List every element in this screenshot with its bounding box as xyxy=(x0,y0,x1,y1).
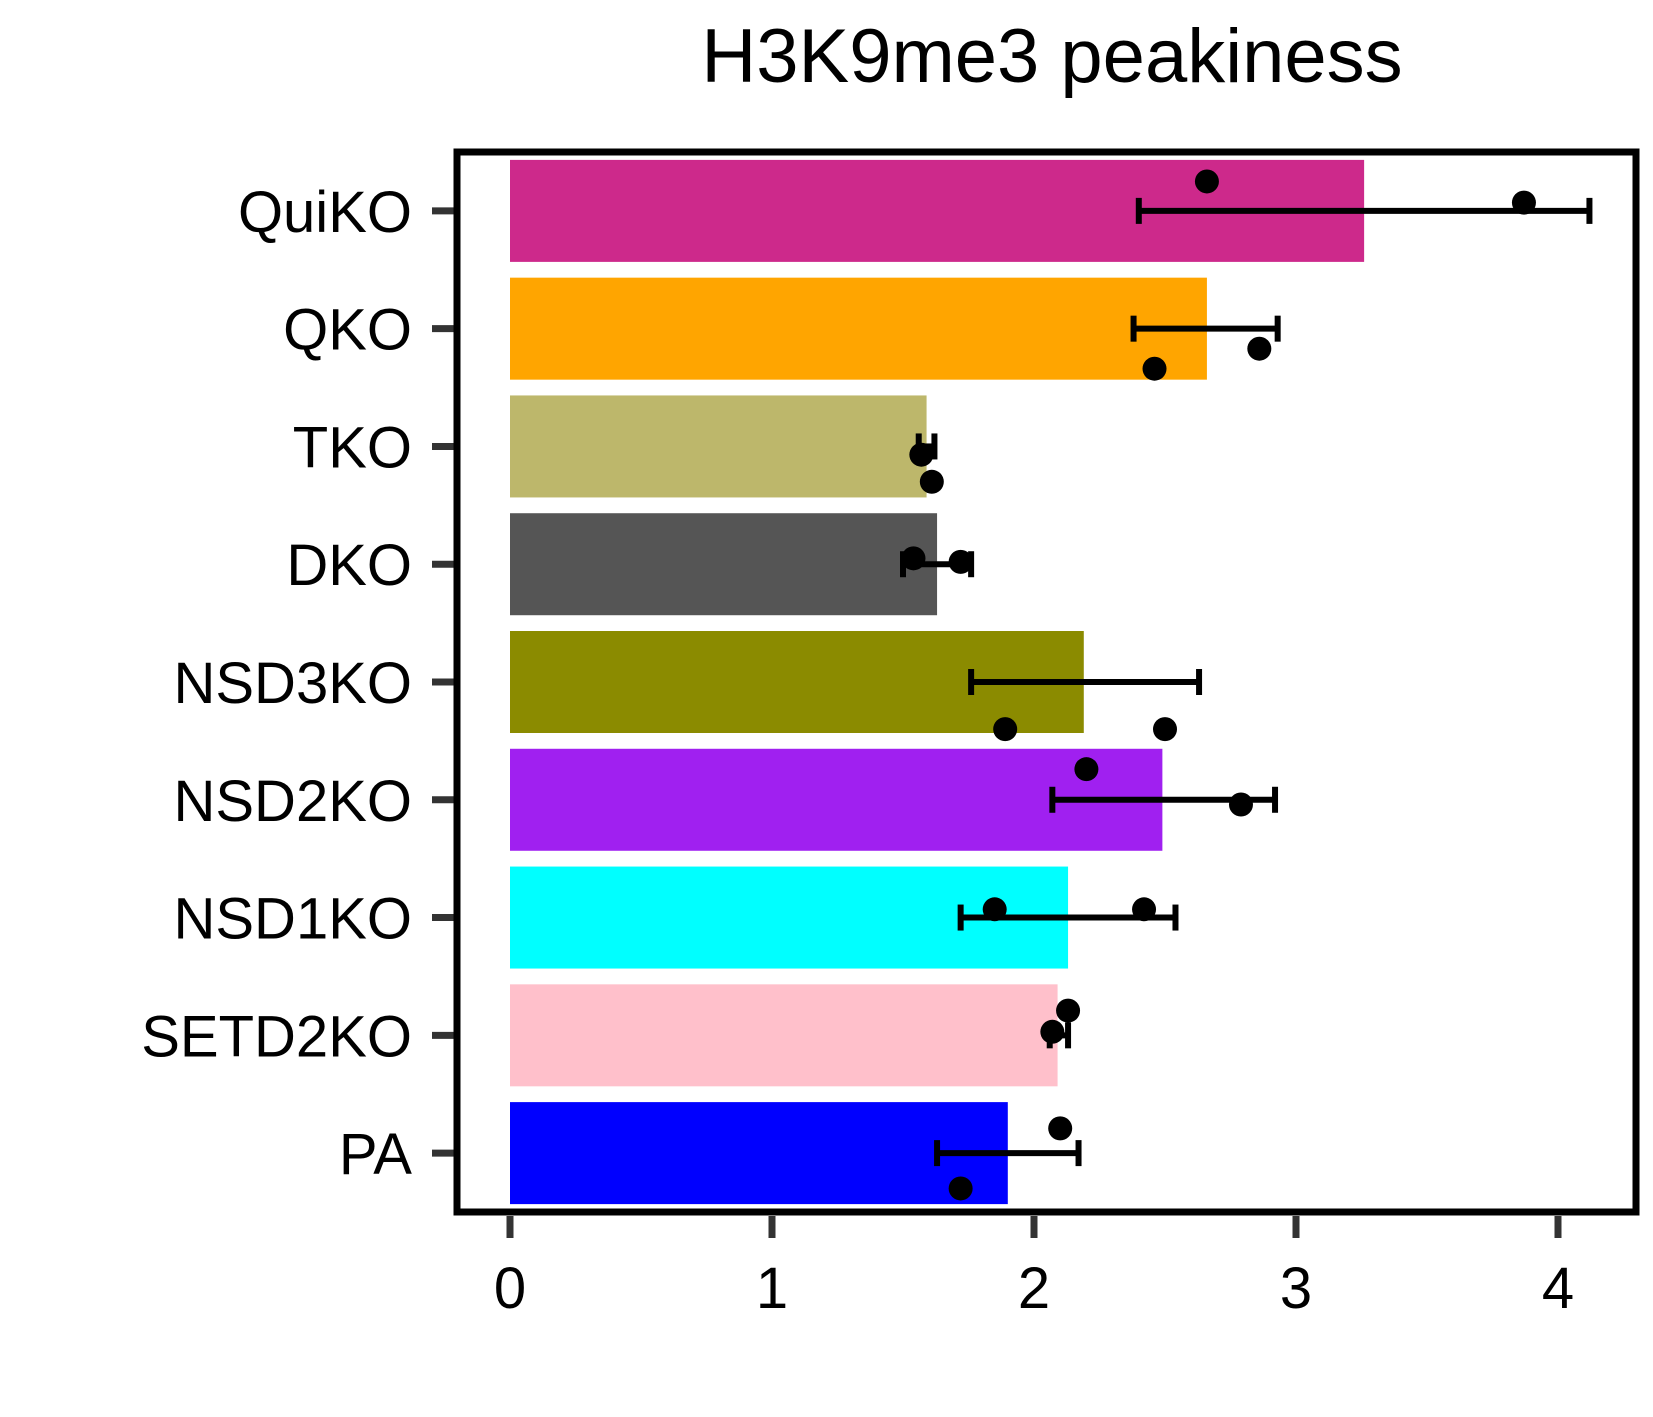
point-nsd1ko-1 xyxy=(982,897,1007,922)
x-tick-label-1: 1 xyxy=(756,1256,788,1321)
x-tick-label-2: 2 xyxy=(1018,1256,1050,1321)
y-tick-label-qko: QKO xyxy=(283,298,412,363)
point-pa-1 xyxy=(948,1176,973,1201)
bar-pa xyxy=(510,1102,1008,1205)
y-tick-label-setd2ko: SETD2KO xyxy=(141,1004,412,1069)
point-nsd2ko-1 xyxy=(1074,757,1099,782)
y-tick-label-nsd2ko: NSD2KO xyxy=(173,769,412,834)
y-tick-label-quiko: QuiKO xyxy=(238,180,412,245)
point-nsd3ko-2 xyxy=(1153,717,1177,742)
point-tko-1 xyxy=(909,442,934,467)
bar-tko xyxy=(510,395,927,498)
y-tick-label-dko: DKO xyxy=(286,533,412,598)
bar-qko xyxy=(510,277,1207,380)
x-tick-label-3: 3 xyxy=(1280,1256,1312,1321)
bar-setd2ko xyxy=(510,984,1058,1087)
point-setd2ko-1 xyxy=(1040,1019,1065,1044)
point-nsd2ko-2 xyxy=(1228,792,1253,817)
x-tick-label-4: 4 xyxy=(1542,1256,1574,1321)
point-nsd1ko-2 xyxy=(1132,897,1157,922)
point-dko-2 xyxy=(948,549,973,574)
point-nsd3ko-1 xyxy=(993,717,1018,742)
points-layer xyxy=(901,169,1536,1201)
point-qko-1 xyxy=(1142,356,1167,381)
y-tick-label-nsd1ko: NSD1KO xyxy=(173,887,412,952)
point-qko-2 xyxy=(1247,336,1272,361)
chart-title: H3K9me3 peakiness xyxy=(701,14,1402,99)
point-pa-2 xyxy=(1048,1116,1073,1141)
point-quiko-1 xyxy=(1194,169,1219,194)
bars-layer xyxy=(510,159,1365,1205)
y-tick-label-tko: TKO xyxy=(293,415,412,480)
point-dko-1 xyxy=(901,546,926,571)
bar-dko xyxy=(510,513,938,616)
point-tko-2 xyxy=(919,469,944,494)
axes-layer: QuiKO QKO TKO DKO NSD3KO NSD2KO NSD1KO SETD2KO P… xyxy=(141,148,1640,1321)
y-tick-label-nsd3ko: NSD3KO xyxy=(173,651,412,716)
x-tick-label-0: 0 xyxy=(494,1256,526,1321)
plot-frame xyxy=(453,148,1640,1216)
point-quiko-2 xyxy=(1511,190,1536,215)
y-tick-label-pa: PA xyxy=(339,1122,412,1187)
point-setd2ko-2 xyxy=(1056,998,1081,1023)
